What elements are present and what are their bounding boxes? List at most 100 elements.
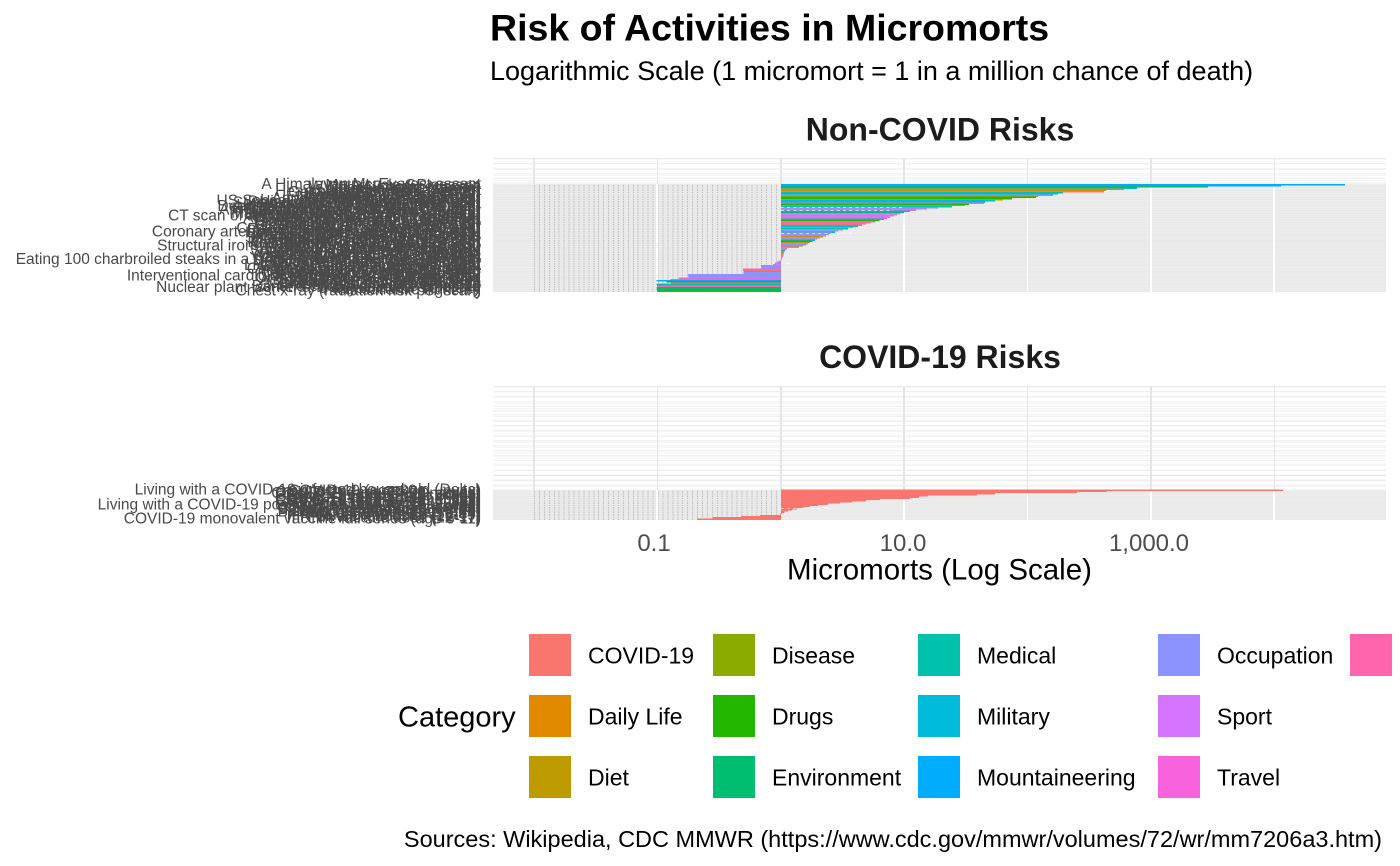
- svg-text:Giving birth (per delivery): Giving birth (per delivery): [308, 185, 481, 202]
- svg-text:Logging work for one year (US: Logging work for one year (US avg): [236, 197, 481, 214]
- svg-text:COVID-19 (age 80+, unvax): COVID-19 (age 80+, unvax): [288, 483, 481, 500]
- svg-text:Eating 40 tbsp of peanut butte: Eating 40 tbsp of peanut butter: [269, 254, 481, 271]
- svg-text:Logarithmic Scale (1 micromort: Logarithmic Scale (1 micromort = 1 in a …: [490, 56, 1253, 86]
- svg-text:Living with a COVID-19 infecte: Living with a COVID-19 infected househol…: [135, 482, 481, 499]
- svg-text:Recreational ski season (20 da: Recreational ski season (20 days): [248, 221, 481, 238]
- svg-text:Car travel of 230 miles (US av: Car travel of 230 miles (US avg): [260, 250, 481, 267]
- svg-text:Farm work for one year (machin: Farm work for one year (machinery): [235, 204, 481, 221]
- svg-text:COVID-19 hosp. (age 50-64): COVID-19 hosp. (age 50-64): [283, 487, 481, 504]
- svg-text:COVID-19 Risks: COVID-19 Risks: [819, 339, 1061, 375]
- svg-text:Drugs: Drugs: [772, 704, 833, 730]
- svg-text:COVID-19 (age 30-39, unvax): COVID-19 (age 30-39, unvax): [275, 492, 481, 509]
- svg-text:Canoeing for one hour (flatwat: Canoeing for one hour (flatwater): [254, 248, 481, 265]
- svg-text:Backcountry skiing (per outing: Backcountry skiing (per outing): [268, 215, 481, 232]
- svg-text:COVID-19 (age 70-79, unvax): COVID-19 (age 70-79, unvax): [275, 484, 481, 501]
- svg-text:Skydiving season (US): Skydiving season (US): [324, 191, 481, 208]
- svg-text:Micromorts (Log Scale): Micromorts (Log Scale): [787, 554, 1092, 587]
- svg-text:Cycling 1000 miles on roadways: Cycling 1000 miles on roadways: [259, 228, 482, 245]
- svg-text:COVID-19 (age 40-49, unvax): COVID-19 (age 40-49, unvax): [275, 491, 481, 508]
- svg-text:Rock climbing (per multi-pitch: Rock climbing (per multi-pitch climb): [232, 200, 481, 217]
- svg-text:10.0: 10.0: [880, 530, 927, 557]
- svg-text:Drinking 3 cans of diet soda: Drinking 3 cans of diet soda: [290, 273, 482, 290]
- svg-text:COVID-19 monovalent vaccine fu: COVID-19 monovalent vaccine full series …: [124, 510, 481, 527]
- svg-text:Occupation: Occupation: [1217, 643, 1333, 669]
- svg-text:Coal mining for one year (US a: Coal mining for one year (US avg): [247, 199, 481, 216]
- svg-text:Base jumping (career): Base jumping (career): [329, 180, 481, 197]
- svg-text:COVID-19 (age 18-29, vax): COVID-19 (age 18-29, vax): [292, 495, 481, 512]
- svg-text:Jet airline flight of 1000 mil: Jet airline flight of 1000 miles: [281, 243, 481, 260]
- svg-text:Driving 5000 miles on US roads: Driving 5000 miles on US roads: [263, 227, 481, 244]
- svg-text:Hunting season with firearms (: Hunting season with firearms (US): [245, 225, 481, 242]
- svg-text:COVID-19 (age 18-29, unvax): COVID-19 (age 18-29, unvax): [275, 493, 481, 510]
- svg-text:High altitude trekking (per tr: High altitude trekking (per trip): [273, 230, 481, 247]
- svg-text:Sport climbing season (indoor/: Sport climbing season (indoor/out): [245, 229, 481, 246]
- svg-text:Eating 100 charbroiled steaks: Eating 100 charbroiled steaks in a singl…: [16, 251, 481, 268]
- svg-text:Running with the bulls (per ru: Running with the bulls (per run): [266, 245, 481, 262]
- svg-text:Diet: Diet: [588, 765, 630, 791]
- svg-text:A single screening mammogram: A single screening mammogram: [260, 272, 481, 289]
- svg-text:Environment: Environment: [772, 765, 902, 791]
- svg-text:Banana equivalent dose times 2: Banana equivalent dose times 20: [252, 278, 482, 295]
- svg-text:Recreational boating (per seas: Recreational boating (per season): [248, 234, 482, 251]
- svg-text:WWII RAF bomber sortie: WWII RAF bomber sortie: [309, 178, 481, 195]
- svg-text:Car travel of 100 miles (UK ro: Car travel of 100 miles (UK roads): [247, 260, 481, 277]
- svg-text:American football season (coll: American football season (college): [243, 210, 481, 227]
- svg-text:One full day of downhill skiin: One full day of downhill skiing: [277, 263, 481, 280]
- svg-text:mRNA vaccine dose (65+): mRNA vaccine dose (65+): [301, 505, 481, 522]
- svg-text:Drinking 0.5 liter of wine dai: Drinking 0.5 liter of wine daily: [279, 241, 481, 258]
- svg-text:Car travel of 150 miles (US av: Car travel of 150 miles (US avg): [260, 264, 481, 281]
- svg-text:Booster breakthrough (18-49): Booster breakthrough (18-49): [278, 504, 481, 521]
- svg-text:mRNA vaccine dose (18-49): mRNA vaccine dose (18-49): [287, 507, 481, 524]
- svg-text:Eating 1000 bananas (radiation: Eating 1000 bananas (radiation): [260, 258, 481, 275]
- svg-text:Train travel of 1000 miles (US: Train travel of 1000 miles (US): [271, 269, 481, 286]
- svg-text:Living in Delhi smog for one y: Living in Delhi smog for one year: [255, 203, 481, 220]
- svg-text:COVID-19: COVID-19: [588, 643, 694, 669]
- svg-text:A week living in a brick house: A week living in a brick house: [279, 277, 481, 294]
- svg-text:Mountaineering: Mountaineering: [977, 765, 1136, 791]
- svg-text:Heart bypass surgery (per op): Heart bypass surgery (per op): [275, 183, 481, 200]
- svg-text:Walking 17 miles along roadway: Walking 17 miles along roadways: [252, 249, 482, 266]
- svg-text:COVID-19 (age 30-49, vax): COVID-19 (age 30-49, vax): [292, 494, 481, 511]
- svg-text:Category: Category: [398, 702, 516, 734]
- svg-text:Bivalent booster (12-17): Bivalent booster (12-17): [316, 508, 481, 525]
- svg-text:COVID-19 (age 50-64, vax): COVID-19 (age 50-64, vax): [292, 490, 481, 507]
- svg-text:Airplane travel of 370 miles: Airplane travel of 370 miles: [294, 271, 481, 288]
- svg-text:Methadone use (per week): Methadone use (per week): [297, 188, 481, 205]
- svg-text:Playing rugby for a full seaso: Playing rugby for a full season: [273, 236, 481, 253]
- svg-text:Daily Life: Daily Life: [588, 704, 683, 730]
- svg-text:Airline flight (per single seg: Airline flight (per single segment): [255, 259, 481, 276]
- svg-text:COVID-19 (age 12-17, unvax): COVID-19 (age 12-17, unvax): [275, 498, 481, 515]
- svg-text:Nuclear plant worker annual ra: Nuclear plant worker annual radiation ex…: [156, 279, 481, 296]
- svg-text:A Himalayan Mt. Everest ascent: A Himalayan Mt. Everest ascent: [261, 176, 481, 193]
- svg-text:MRI scan with contrast (per sc: MRI scan with contrast (per scan): [250, 232, 481, 249]
- svg-text:Coronary artery bypass graft s: Coronary artery bypass graft surgery (si…: [152, 223, 481, 240]
- svg-text:0.1: 0.1: [637, 530, 670, 557]
- svg-text:mRNA vaccine dose (12-17): mRNA vaccine dose (12-17): [287, 509, 481, 526]
- svg-text:Living with a COVID-19 positiv: Living with a COVID-19 positive person (…: [98, 497, 481, 514]
- svg-text:3 days in New York City: 3 days in New York City: [318, 280, 481, 297]
- svg-text:Chest x-ray (radiation risk pe: Chest x-ray (radiation risk per scan): [236, 282, 482, 299]
- svg-text:Train travel of 6000 miles (US: Train travel of 6000 miles (US): [271, 239, 481, 256]
- svg-text:Military: Military: [977, 704, 1050, 730]
- svg-text:Sources: Wikipedia, CDC MMWR (: Sources: Wikipedia, CDC MMWR (https://ww…: [404, 826, 1382, 852]
- svg-text:Structural ironworking for one: Structural ironworking for one full year…: [157, 237, 481, 254]
- svg-text:Car travel of 25 miles (US avg: Car travel of 25 miles (US avg): [269, 274, 481, 291]
- svg-text:One hour of scuba instruction: One hour of scuba instruction: [279, 275, 481, 292]
- svg-text:Army deployment (peacetime, an: Army deployment (peacetime, annual): [219, 202, 481, 219]
- svg-text:Cocaine binge (per week): Cocaine binge (per week): [304, 189, 481, 206]
- svg-text:COVID-19 (age 60-69, unvax): COVID-19 (age 60-69, unvax): [275, 486, 481, 503]
- svg-text:One diagnostic dental x-ray sc: One diagnostic dental x-ray scan: [255, 270, 481, 287]
- svg-text:Bicycle ride of 10 miles (road: Bicycle ride of 10 miles (roads): [269, 265, 481, 282]
- svg-text:Marathon running (per race ent: Marathon running (per race entered): [231, 205, 481, 222]
- svg-text:Risk of Activities in Micromor: Risk of Activities in Micromorts: [490, 7, 1049, 49]
- svg-text:One hour working in a coal min: One hour working in a coal mine: [259, 247, 481, 264]
- svg-text:Police officer on duty (annual: Police officer on duty (annual risk): [248, 193, 481, 210]
- svg-text:CT scan of abdomen + pelvis (r: CT scan of abdomen + pelvis (radiation d…: [168, 207, 481, 224]
- svg-text:Scuba diving year (recreationa: Scuba diving year (recreational avg): [233, 195, 481, 212]
- svg-text:COVID-19 (age 65+, Omicron): COVID-19 (age 65+, Omicron): [271, 485, 481, 502]
- svg-text:General anesthesia (per op): General anesthesia (per op): [288, 184, 481, 201]
- svg-text:Smoking 1.4 cigarettes (one ti: Smoking 1.4 cigarettes (one time): [249, 242, 481, 259]
- svg-text:Motorcycle GP season: Motorcycle GP season: [325, 177, 481, 194]
- svg-text:Drinking Miami tap water (1 ye: Drinking Miami tap water (1 year): [253, 252, 481, 269]
- svg-text:Living 2 months with a smoker: Living 2 months with a smoker: [273, 255, 481, 272]
